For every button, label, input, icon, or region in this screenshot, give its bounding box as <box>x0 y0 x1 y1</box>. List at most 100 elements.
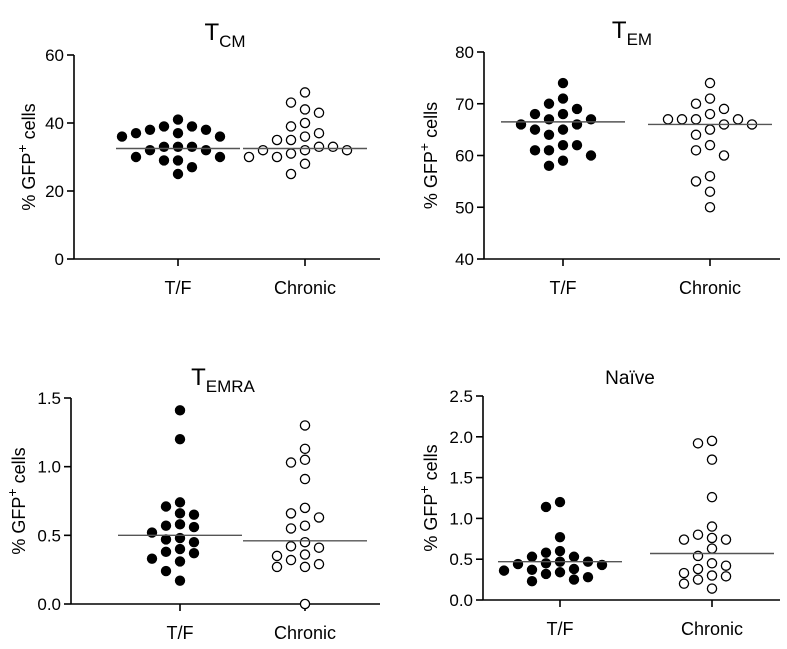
data-point <box>704 139 716 151</box>
data-point <box>299 598 311 610</box>
data-point <box>116 131 128 142</box>
data-point <box>243 151 255 163</box>
data-point <box>692 550 704 562</box>
data-point <box>540 501 552 513</box>
data-point <box>285 97 297 108</box>
data-point <box>285 134 297 146</box>
data-point <box>554 567 566 578</box>
data-point <box>529 145 541 156</box>
category-label: T/F <box>550 278 577 298</box>
category-label: Chronic <box>274 623 336 643</box>
data-point <box>285 168 297 180</box>
data-point <box>271 550 283 562</box>
data-point <box>313 512 325 523</box>
data-point <box>313 107 325 119</box>
data-point <box>174 434 186 445</box>
data-point <box>690 145 702 156</box>
category-label: T/F <box>165 278 192 298</box>
data-point <box>327 141 339 153</box>
y-tick-label: 70 <box>455 95 474 114</box>
data-point <box>172 168 184 180</box>
y-tick-label: 20 <box>45 182 64 201</box>
data-point <box>678 534 690 545</box>
data-point <box>557 93 569 104</box>
data-point <box>526 564 538 576</box>
data-point <box>285 457 297 468</box>
panel-2: TEM 40 50 60 70 80 T/F Chronic % GFP+ cells <box>416 17 780 298</box>
data-point <box>692 438 704 449</box>
data-point <box>299 561 311 573</box>
panel-title: Naïve <box>605 368 655 389</box>
data-point <box>568 551 580 562</box>
data-point <box>285 148 297 159</box>
y-axis-label: % GFP+ cells <box>416 444 441 551</box>
category-label: Chronic <box>274 278 336 298</box>
data-point <box>299 536 311 548</box>
data-point <box>174 405 186 416</box>
data-point <box>285 554 297 566</box>
y-tick-label: 1.0 <box>449 509 473 528</box>
data-point <box>557 155 569 166</box>
data-point <box>706 491 718 503</box>
y-axis-label: % GFP+ cells <box>14 103 39 210</box>
data-point <box>543 160 555 172</box>
data-point <box>144 124 156 136</box>
data-point <box>299 131 311 142</box>
category-label: T/F <box>547 619 574 639</box>
data-point <box>160 534 172 545</box>
data-point <box>174 575 186 586</box>
data-point <box>718 103 730 115</box>
data-point <box>540 568 552 580</box>
data-point <box>172 114 184 125</box>
data-point <box>341 144 353 156</box>
data-point <box>706 543 718 554</box>
y-axis-label: % GFP+ cells <box>416 102 441 209</box>
data-point <box>186 141 198 152</box>
data-point <box>172 155 184 166</box>
data-point <box>299 420 311 431</box>
data-point <box>732 114 744 125</box>
y-tick-label: 1.5 <box>37 389 61 408</box>
data-point <box>271 561 283 573</box>
data-point <box>706 570 718 581</box>
data-point <box>529 108 541 120</box>
data-point <box>543 129 555 140</box>
data-point <box>706 435 718 447</box>
data-point <box>158 141 170 152</box>
data-point <box>690 176 702 187</box>
data-point <box>214 151 226 163</box>
data-point <box>557 108 569 120</box>
y-tick-label: 1.5 <box>449 469 473 488</box>
panel-title: TCM <box>204 19 245 51</box>
data-point <box>299 443 311 455</box>
data-point <box>543 145 555 156</box>
data-point <box>299 549 311 560</box>
data-point <box>540 547 552 558</box>
data-point <box>285 523 297 534</box>
data-point <box>271 134 283 146</box>
data-point <box>174 508 186 519</box>
data-point <box>540 558 552 569</box>
y-tick-label: 0.0 <box>37 595 61 614</box>
data-point <box>543 98 555 109</box>
data-point <box>299 104 311 115</box>
data-point <box>214 131 226 142</box>
data-point <box>299 144 311 156</box>
data-point <box>704 186 716 197</box>
data-point <box>188 537 200 548</box>
panel-1: TCM 0 20 40 60 T/F Chronic % GFP+ cells <box>14 19 380 298</box>
data-point <box>172 127 184 139</box>
data-point <box>498 565 510 576</box>
data-point <box>172 141 184 152</box>
data-point <box>174 519 186 530</box>
y-tick-label: 0 <box>55 250 64 269</box>
data-point <box>554 545 566 557</box>
data-point <box>678 578 690 589</box>
data-point <box>174 556 186 567</box>
data-point <box>704 124 716 135</box>
y-tick-label: 2.0 <box>449 428 473 447</box>
y-tick-label: 50 <box>455 198 474 217</box>
panel-title: TEMRA <box>191 364 255 396</box>
data-point <box>706 532 718 544</box>
data-point <box>692 574 704 585</box>
